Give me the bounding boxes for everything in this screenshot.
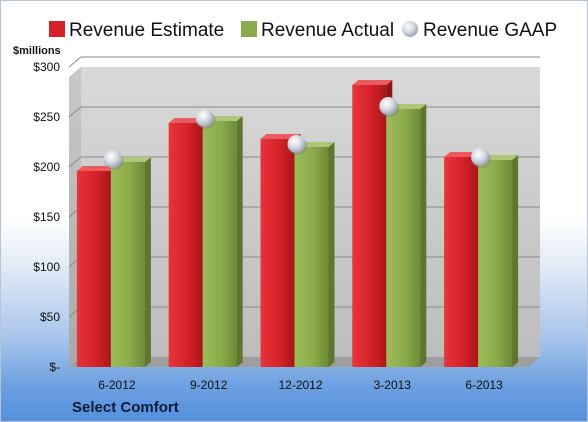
bar-front [352,85,387,367]
legend-swatch-revenue-estimate [49,21,65,37]
bar-side [420,104,427,367]
legend-label-revenue-gaap: Revenue GAAP [423,20,557,41]
y-tick-label: $100 [33,260,60,274]
bar-side [236,116,243,367]
y-unit-label: $millions [13,45,61,57]
bar-front [386,109,421,367]
x-tick-label: 6-2012 [98,378,136,392]
bar-side [144,157,151,367]
gridline-side [68,56,82,68]
y-tick-label: $250 [33,110,60,124]
bar-side [328,142,335,367]
gaap-marker [379,97,398,115]
bar-revenue-actual [386,104,427,367]
legend-swatch-revenue-gaap [402,21,418,37]
y-tick-label: $50 [40,310,60,324]
gaap-markers [103,97,492,170]
y-tick-label: $- [49,360,60,374]
gridline-side [68,106,82,118]
gaap-marker [103,150,122,168]
y-tick-label: $150 [33,210,60,224]
company-name: Select Comfort [72,399,179,416]
bar-revenue-actual [202,116,243,367]
x-tick-label: 3-2013 [374,378,412,392]
legend: Revenue Estimate Revenue Actual Revenue … [49,20,557,41]
x-tick-label: 9-2012 [190,378,228,392]
x-axis-ticks: 6-2012 9-2012 12-2012 3-2013 6-2013 [98,378,503,392]
legend-label-revenue-estimate: Revenue Estimate [69,20,224,41]
gridline-side [68,156,82,168]
bar-side [512,155,519,367]
y-tick-label: $200 [33,160,60,174]
legend-swatch-revenue-actual [241,21,257,37]
bar-revenue-actual [294,142,335,367]
x-tick-label: 12-2012 [278,378,322,392]
bar-top [352,80,393,85]
bar-front [444,157,479,367]
bar-revenue-actual [478,155,519,367]
bar-front [110,162,145,367]
gaap-marker [195,109,214,127]
bar-front [168,123,203,367]
gaap-marker [471,148,490,166]
y-axis-ticks: $- $50 $100 $150 $200 $250 $300 [33,60,60,374]
bar-revenue-actual [110,157,151,367]
bar-top [76,166,117,171]
bar-front [76,171,111,367]
bar-front [202,121,237,367]
bars [76,80,519,367]
bar-front [260,139,295,367]
y-tick-label: $300 [33,60,60,74]
gaap-marker [287,135,306,153]
bar-front [294,147,329,367]
bar-front [478,160,513,367]
x-tick-label: 6-2013 [465,378,503,392]
legend-label-revenue-actual: Revenue Actual [261,20,394,41]
